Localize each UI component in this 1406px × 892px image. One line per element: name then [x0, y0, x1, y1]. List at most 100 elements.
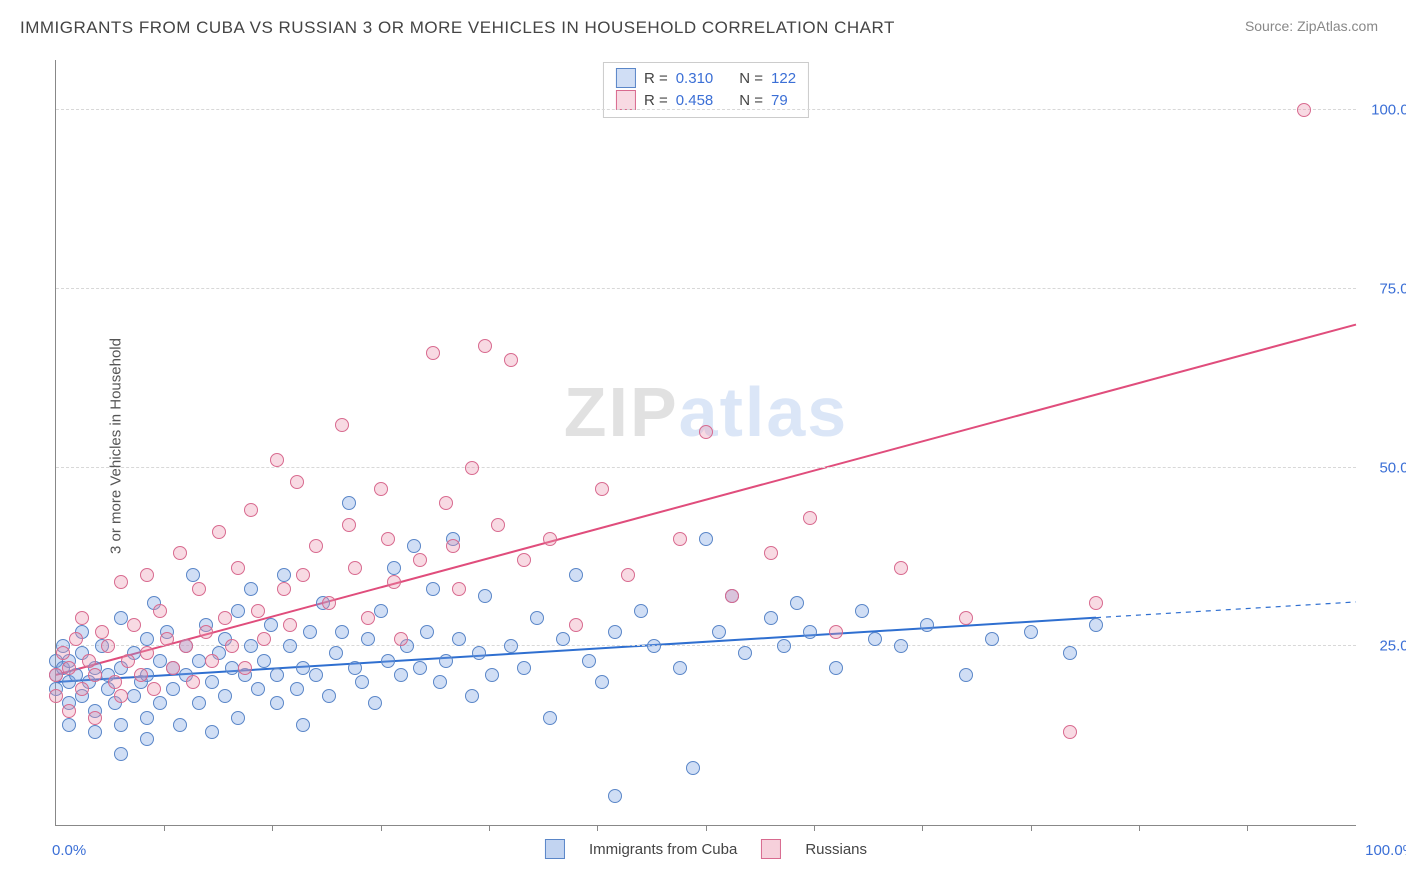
data-point-cuba — [192, 654, 206, 668]
data-point-cuba — [290, 682, 304, 696]
data-point-cuba — [439, 654, 453, 668]
data-point-cuba — [114, 611, 128, 625]
data-point-russian — [894, 561, 908, 575]
data-point-russian — [959, 611, 973, 625]
data-point-russian — [173, 546, 187, 560]
data-point-russian — [88, 711, 102, 725]
data-point-russian — [225, 639, 239, 653]
data-point-russian — [673, 532, 687, 546]
data-point-cuba — [270, 696, 284, 710]
data-point-cuba — [329, 646, 343, 660]
y-tick-label: 75.0% — [1364, 280, 1406, 297]
data-point-cuba — [342, 496, 356, 510]
data-point-russian — [88, 668, 102, 682]
data-point-russian — [725, 589, 739, 603]
gridline — [56, 467, 1356, 468]
data-point-russian — [134, 668, 148, 682]
data-point-cuba — [608, 625, 622, 639]
data-point-cuba — [277, 568, 291, 582]
data-point-cuba — [790, 596, 804, 610]
data-point-cuba — [634, 604, 648, 618]
data-point-cuba — [478, 589, 492, 603]
data-point-russian — [140, 568, 154, 582]
data-point-cuba — [894, 639, 908, 653]
data-point-cuba — [322, 689, 336, 703]
data-point-cuba — [1089, 618, 1103, 632]
data-point-cuba — [186, 568, 200, 582]
data-point-russian — [62, 704, 76, 718]
data-point-russian — [595, 482, 609, 496]
data-point-cuba — [231, 604, 245, 618]
data-point-russian — [621, 568, 635, 582]
data-point-russian — [114, 689, 128, 703]
data-point-russian — [517, 553, 531, 567]
data-point-cuba — [647, 639, 661, 653]
data-point-russian — [244, 503, 258, 517]
data-point-russian — [75, 682, 89, 696]
data-point-russian — [699, 425, 713, 439]
data-point-russian — [452, 582, 466, 596]
scatter-plot-area: ZIPatlas R = 0.310 N = 122 R = 0.458 N =… — [55, 60, 1356, 826]
r-label: R = — [644, 70, 668, 87]
data-point-russian — [1297, 103, 1311, 117]
data-point-russian — [335, 418, 349, 432]
data-point-russian — [56, 646, 70, 660]
x-tick — [164, 825, 165, 831]
data-point-cuba — [140, 732, 154, 746]
data-point-russian — [270, 453, 284, 467]
data-point-cuba — [686, 761, 700, 775]
data-point-russian — [348, 561, 362, 575]
data-point-cuba — [88, 725, 102, 739]
watermark: ZIPatlas — [564, 372, 848, 452]
gridline — [56, 288, 1356, 289]
data-point-russian — [251, 604, 265, 618]
data-point-russian — [153, 604, 167, 618]
data-point-russian — [290, 475, 304, 489]
data-point-cuba — [244, 582, 258, 596]
data-point-cuba — [296, 718, 310, 732]
data-point-cuba — [465, 689, 479, 703]
data-point-cuba — [361, 632, 375, 646]
data-point-russian — [465, 461, 479, 475]
r-value: 0.458 — [676, 92, 714, 109]
data-point-russian — [1063, 725, 1077, 739]
data-point-cuba — [270, 668, 284, 682]
data-point-cuba — [218, 689, 232, 703]
data-point-cuba — [309, 668, 323, 682]
data-point-cuba — [420, 625, 434, 639]
data-point-russian — [257, 632, 271, 646]
data-point-cuba — [205, 725, 219, 739]
legend-swatch-russian — [761, 839, 781, 859]
data-point-russian — [82, 654, 96, 668]
data-point-russian — [108, 675, 122, 689]
data-point-cuba — [433, 675, 447, 689]
watermark-b: atlas — [679, 373, 849, 451]
source-attribution: Source: ZipAtlas.com — [1245, 18, 1378, 34]
data-point-cuba — [738, 646, 752, 660]
data-point-cuba — [140, 711, 154, 725]
data-point-cuba — [452, 632, 466, 646]
chart-title: IMMIGRANTS FROM CUBA VS RUSSIAN 3 OR MOR… — [20, 18, 895, 38]
data-point-cuba — [166, 682, 180, 696]
data-point-cuba — [985, 632, 999, 646]
data-point-cuba — [264, 618, 278, 632]
y-tick-label: 100.0% — [1364, 102, 1406, 119]
data-point-cuba — [62, 718, 76, 732]
data-point-cuba — [920, 618, 934, 632]
data-point-cuba — [504, 639, 518, 653]
data-point-cuba — [777, 639, 791, 653]
y-tick-label: 50.0% — [1364, 459, 1406, 476]
data-point-cuba — [569, 568, 583, 582]
data-point-russian — [764, 546, 778, 560]
data-point-russian — [121, 654, 135, 668]
source-link[interactable]: ZipAtlas.com — [1297, 18, 1378, 34]
data-point-cuba — [303, 625, 317, 639]
legend-swatch-cuba — [545, 839, 565, 859]
data-point-cuba — [855, 604, 869, 618]
data-point-russian — [361, 611, 375, 625]
data-point-russian — [69, 632, 83, 646]
n-label: N = — [739, 92, 763, 109]
data-point-russian — [186, 675, 200, 689]
data-point-russian — [140, 646, 154, 660]
swatch-cuba — [616, 68, 636, 88]
